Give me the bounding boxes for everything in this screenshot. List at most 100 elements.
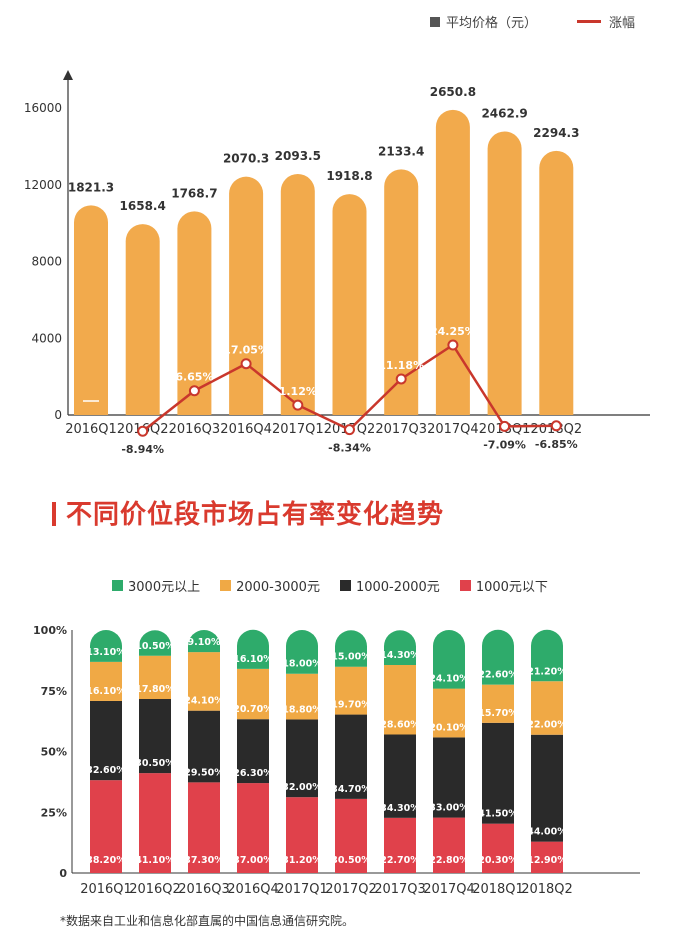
bar-segment (384, 817, 416, 873)
price-data-label: 1768.7 (171, 186, 217, 200)
bar-segment (531, 734, 563, 842)
segment-data-label: 19.70% (331, 700, 371, 711)
price-bar (384, 169, 419, 415)
segment-data-label: 34.70% (331, 784, 371, 795)
segment-data-label: 21.20% (527, 666, 567, 677)
stacked-bar: 37.00% 26.30% 20.70% 16.10% (233, 629, 273, 873)
chart2-legend: 3000元以上 2000-3000元 1000-2000元 1000元以下 (112, 576, 568, 595)
stacked-bar: 38.20% 32.60% 16.10% 13.10% (86, 630, 126, 873)
bar-segment (482, 684, 514, 723)
x-tick-label: 2016Q1 (65, 422, 117, 437)
stacked-bar: 12.90% 44.00% 22.00% 21.20% (527, 629, 567, 873)
growth-data-label: -8.34% (328, 442, 371, 455)
segment-data-label: 18.80% (282, 704, 322, 715)
stacked-bar: 22.70% 34.30% 28.60% 14.30% (380, 630, 420, 873)
segment-data-label: 29.50% (184, 767, 224, 778)
segment-data-label: 24.10% (184, 696, 224, 707)
segment-data-label: 28.60% (380, 719, 420, 730)
bar-segment (531, 841, 563, 873)
y-tick-label: 0 (59, 867, 67, 880)
growth-data-label: 6.65% (175, 371, 213, 384)
bar-segment (237, 719, 269, 784)
y-tick-label: 0 (54, 408, 62, 422)
legend-label: 1000-2000元 (355, 580, 440, 595)
bar-segment (384, 734, 416, 818)
y-tick-label: 100% (33, 624, 67, 637)
segment-data-label: 22.60% (478, 670, 518, 681)
bar-segment (433, 688, 465, 738)
price-bar (229, 176, 264, 415)
growth-point (395, 373, 407, 385)
legend-label: 2000-3000元 (236, 580, 320, 595)
bar-segment (188, 652, 220, 711)
bar-segment (139, 630, 171, 656)
price-bar (539, 150, 574, 415)
growth-data-label: 24.25% (430, 325, 476, 338)
price-bar (74, 205, 108, 415)
x-tick-label: 2017Q3 (375, 422, 427, 437)
segment-data-label: 20.70% (233, 704, 273, 715)
x-tick-label: 2017Q4 (427, 422, 479, 437)
bar-segment (335, 666, 367, 715)
legend-swatch (339, 580, 351, 591)
segment-data-label: 22.80% (429, 855, 469, 866)
segment-data-label: 32.00% (282, 782, 322, 793)
price-data-label: 2070.3 (223, 152, 269, 166)
segment-data-label: 38.20% (86, 855, 126, 866)
y-tick-label: 12000 (24, 178, 62, 192)
bar-segment (531, 629, 563, 682)
segment-data-label: 20.30% (478, 855, 518, 866)
market-share-chart: 0 25% 50% 75% 100% 38.20% 32.60% 16.10% 13.10% 20… (33, 624, 640, 897)
segment-data-label: 44.00% (527, 827, 567, 838)
x-tick-label: 2016Q1 (80, 882, 132, 897)
x-tick-label: 2017Q3 (374, 882, 426, 897)
bar-segment (188, 782, 220, 873)
growth-point (137, 425, 149, 437)
bar-segment (482, 722, 514, 824)
bar-segment (335, 630, 367, 667)
legend-item: 3000元以上 (112, 576, 200, 595)
segment-data-label: 18.00% (282, 659, 322, 670)
x-tick-label: 2016Q4 (227, 882, 279, 897)
x-tick-label: 2016Q3 (169, 422, 221, 437)
y-tick-label: 4000 (31, 331, 62, 345)
stacked-bar: 20.30% 41.50% 15.70% 22.60% (478, 629, 518, 873)
bar-segment (237, 783, 269, 873)
stacked-bar: 30.50% 34.70% 19.70% 15.00% (331, 630, 371, 873)
segment-data-label: 10.50% (135, 641, 175, 652)
segment-data-label: 20.10% (429, 722, 469, 733)
segment-data-label: 15.00% (331, 652, 371, 663)
legend-label: 3000元以上 (128, 580, 201, 595)
bar-segment (433, 630, 465, 689)
bar-segment (286, 797, 318, 873)
bar-segment (139, 699, 171, 774)
legend-item: 1000元以下 (459, 576, 548, 595)
bar-segment (335, 798, 367, 873)
legend-bar-label: 平均价格（元） (446, 16, 538, 31)
section-title: 不同价位段市场占有率变化趋势 (52, 494, 444, 531)
bar-segment (286, 630, 318, 674)
growth-point (292, 399, 304, 411)
price-data-label: 1821.3 (68, 180, 114, 194)
segment-data-label: 31.20% (282, 855, 322, 866)
segment-data-label: 16.10% (233, 654, 273, 665)
stacked-bar: 31.20% 32.00% 18.80% 18.00% (282, 630, 322, 873)
segment-data-label: 12.90% (527, 855, 567, 866)
growth-data-label: -6.85% (535, 438, 578, 451)
segment-data-label: 22.70% (380, 855, 420, 866)
section-title-text: 不同价位段市场占有率变化趋势 (66, 500, 445, 530)
x-tick-label: 2017Q2 (325, 882, 377, 897)
legend-item: 1000-2000元 (339, 576, 440, 595)
legend-swatch (459, 580, 471, 591)
footnote: *数据来自工业和信息化部直属的中国信息通信研究院。 (60, 914, 355, 928)
y-tick-label: 25% (41, 806, 67, 819)
bar-segment (482, 823, 514, 873)
growth-data-label: 1.12% (279, 385, 317, 398)
growth-point (188, 385, 200, 397)
legend-swatch (220, 580, 232, 591)
price-chart: 0 4000 8000 12000 16000 1821.3 1658.4 1768.7 207… (24, 70, 650, 456)
price-bar (487, 131, 522, 415)
chart1-legend: 平均价格（元） 涨幅 (430, 12, 635, 31)
bar-segment (90, 700, 122, 781)
segment-data-label: 37.00% (233, 855, 273, 866)
